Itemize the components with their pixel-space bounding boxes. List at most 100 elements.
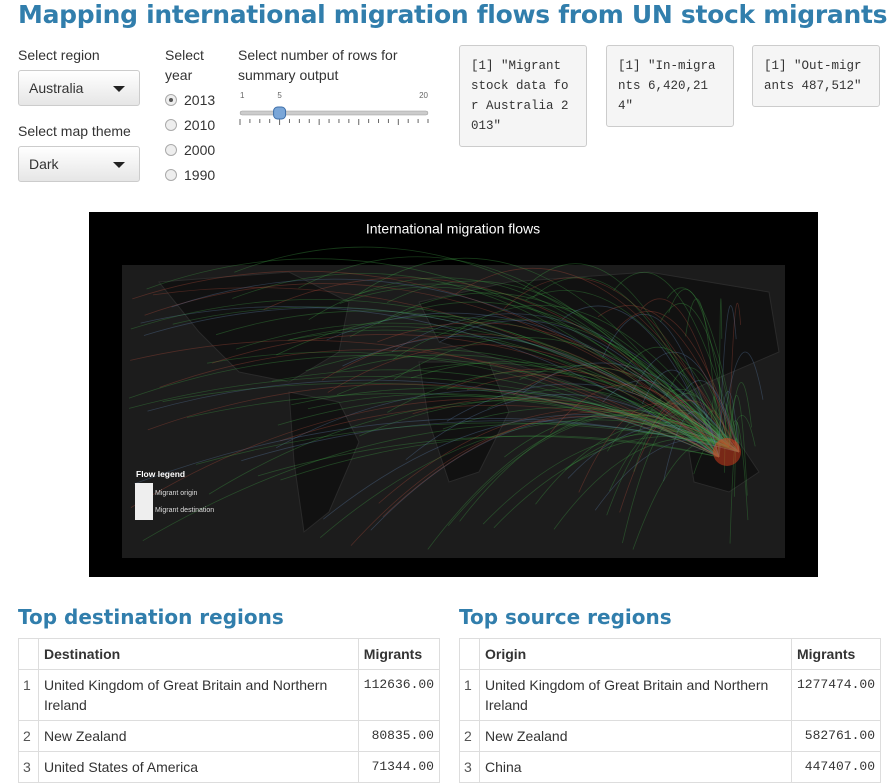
slider-label: 5: [277, 91, 282, 100]
flow-line: [504, 414, 720, 458]
flow-line: [134, 417, 740, 485]
flow-line: [370, 416, 720, 531]
table-title: Top destination regions: [18, 605, 284, 629]
legend-item: Migrant destination: [155, 507, 214, 514]
flow-line: [503, 277, 730, 448]
radio-circle: [165, 144, 177, 156]
land: [158, 271, 780, 533]
flow-line: [666, 287, 740, 453]
flow-line: [650, 399, 730, 448]
year-option[interactable]: 2010: [165, 115, 215, 135]
flow-line: [392, 318, 740, 453]
header-cell: Destination: [38, 638, 359, 670]
flow-line: [513, 367, 730, 448]
flow-line: [597, 305, 740, 453]
flow-line: [525, 290, 730, 448]
flow-line: [377, 322, 730, 448]
flow-line: [734, 421, 740, 497]
slider-handle: [273, 106, 287, 120]
table-row: 1 United Kingdom of Great Britain and Nor…: [459, 669, 882, 721]
theme-label: Select map theme: [18, 123, 131, 139]
flow-line: [236, 322, 740, 453]
table-cell: 2: [459, 720, 480, 752]
radio-circle: [165, 119, 177, 131]
flow-line: [349, 301, 730, 448]
legend-title: Flow legend: [136, 469, 185, 479]
slider-label: 20: [419, 91, 428, 100]
flow-line: [640, 298, 730, 448]
flow-line: [606, 402, 730, 452]
flow-line: [446, 383, 740, 453]
slider-track: [239, 110, 429, 116]
output-box: [1] "In-migrants 6,420,214": [606, 45, 734, 127]
flow-line: [128, 375, 740, 453]
data-table: Destination Migrants 1 United Kingdom of Gr…: [18, 638, 441, 783]
flow-line: [307, 393, 720, 458]
table-title: Top source regions: [459, 605, 672, 629]
header-row: Origin Migrants: [459, 638, 882, 670]
flow-line: [171, 278, 740, 453]
flow-line: [172, 306, 740, 453]
theme-select[interactable]: Dark: [18, 146, 140, 182]
flow-line: [280, 435, 720, 481]
flow-line: [130, 340, 720, 458]
region-select[interactable]: Australia: [18, 70, 140, 106]
flow-hotspot: [713, 438, 741, 466]
flow-line: [144, 283, 730, 448]
flow-line: [342, 335, 720, 458]
flow-line: [411, 361, 730, 448]
flow-line: [319, 419, 740, 538]
flow-line: [493, 436, 730, 529]
radio-circle: [165, 169, 177, 181]
table-cell: 2: [18, 720, 39, 752]
flow-line: [668, 288, 730, 448]
flow-line: [391, 313, 740, 453]
table-cell: 3: [459, 751, 480, 783]
table-cell: 447407.00: [790, 751, 882, 783]
flow-line: [728, 303, 742, 448]
year-option[interactable]: 1990: [165, 165, 215, 185]
flow-line: [232, 273, 720, 458]
flow-line: [142, 423, 740, 542]
flow-line: [159, 349, 720, 458]
flow-line: [532, 277, 720, 458]
table-cell: United Kingdom of Great Britain and Nort…: [38, 669, 359, 721]
flow-line: [195, 422, 730, 465]
flow-line: [140, 306, 720, 458]
table-cell: China: [479, 751, 792, 783]
region-label: Select region: [18, 47, 100, 63]
map-title: International migration flows: [366, 221, 540, 237]
flow-line: [276, 315, 740, 453]
table-cell: 1: [18, 669, 39, 721]
flow-line: [602, 380, 720, 458]
year-option[interactable]: 2000: [165, 140, 215, 160]
flow-line: [622, 412, 720, 544]
header-cell: [459, 638, 480, 670]
table-cell: New Zealand: [38, 720, 359, 752]
header-cell: Migrants: [790, 638, 882, 670]
year-option[interactable]: 2013: [165, 90, 215, 110]
header-row: Destination Migrants: [18, 638, 441, 670]
flow-line: [567, 425, 740, 479]
flow-line: [718, 351, 764, 458]
flow-line: [522, 263, 720, 458]
flow-line: [602, 314, 720, 458]
flow-line: [275, 389, 720, 458]
flow-line: [442, 407, 730, 448]
flow-line: [405, 394, 720, 461]
flow-line: [207, 351, 720, 458]
flow-line: [446, 368, 730, 448]
flow-line: [287, 329, 730, 448]
flow-line: [378, 408, 740, 504]
flow-line: [289, 326, 720, 458]
flow-line: [728, 414, 756, 448]
table-cell: 3: [18, 751, 39, 783]
output-box: [1] "Migrant stock data for Australia 20…: [459, 45, 587, 147]
flow-line: [147, 383, 720, 458]
flow-line: [728, 382, 752, 448]
flow-line: [382, 411, 740, 518]
rows-slider[interactable]: 1 5 20: [236, 88, 436, 128]
table-row: 3 China 447407.00: [459, 751, 882, 783]
radio-text: 1990: [184, 167, 216, 183]
flow-line: [132, 270, 730, 448]
